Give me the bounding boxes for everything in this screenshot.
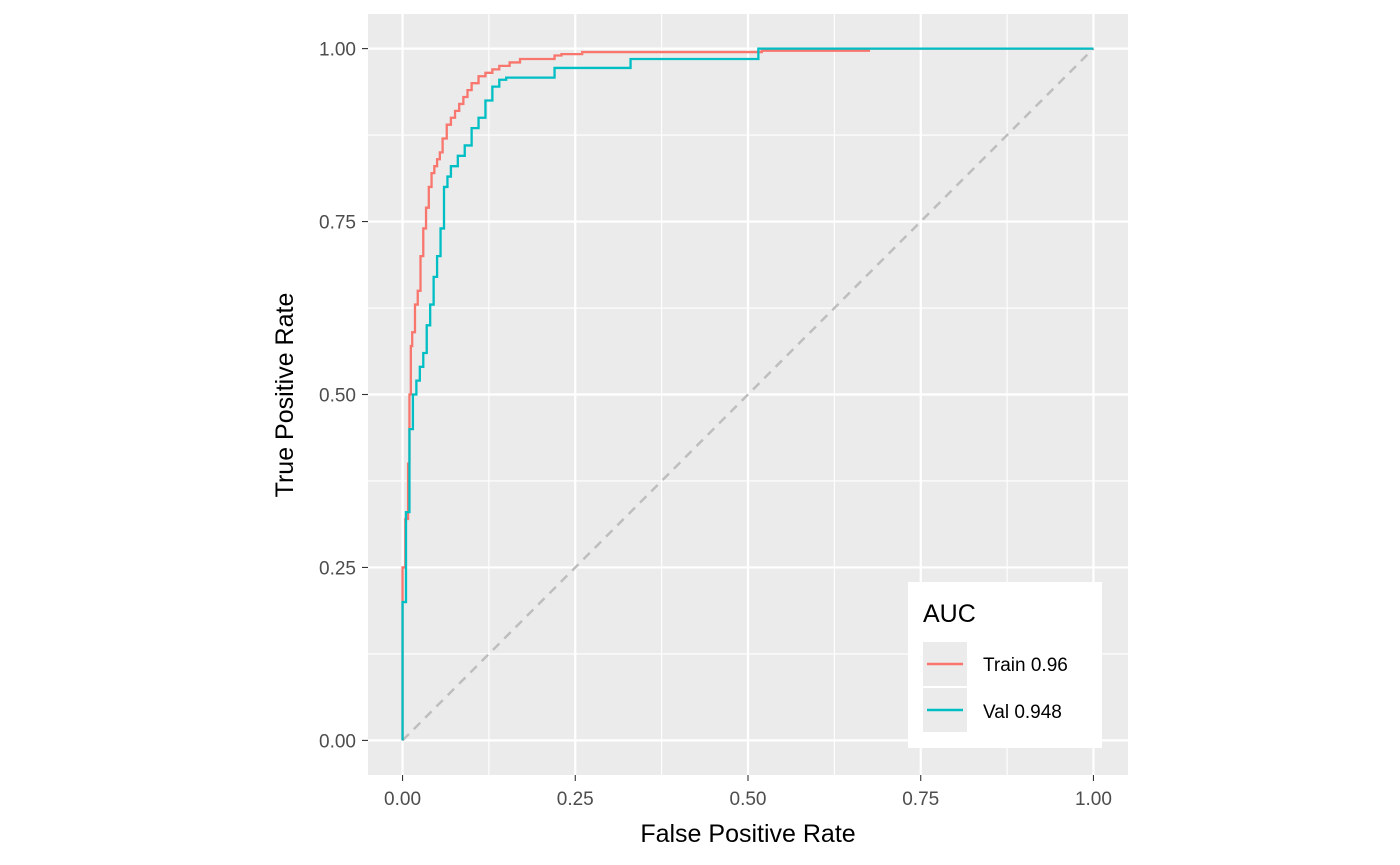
- y-tick-label: 0.50: [319, 386, 356, 407]
- x-tick-label: 0.00: [384, 789, 421, 810]
- legend-label-val: Val 0.948: [983, 702, 1062, 723]
- series-line-val: [401, 47, 1094, 741]
- y-axis-title: True Positive Rate: [271, 293, 299, 498]
- y-tick-label: 1.00: [319, 40, 356, 61]
- y-tick-label: 0.25: [319, 558, 356, 579]
- legend-label-train: Train 0.96: [983, 655, 1068, 676]
- series-line-train: [401, 47, 1094, 741]
- y-tick-label: 0.00: [319, 731, 356, 752]
- x-tick-label: 0.25: [557, 789, 594, 810]
- x-tick-label: 0.50: [730, 789, 767, 810]
- diagonal-reference-line: [401, 47, 1095, 742]
- y-axis-ticks: 0.00 0.25 0.50 0.75 1.00: [319, 40, 368, 752]
- x-axis-ticks: 0.00 0.25 0.50 0.75 1.00: [384, 775, 1112, 810]
- y-tick-label: 0.75: [319, 213, 356, 234]
- legend: AUC Train 0.96 Val 0.948: [908, 582, 1102, 748]
- legend-title: AUC: [923, 600, 976, 628]
- x-tick-label: 1.00: [1075, 789, 1112, 810]
- x-tick-label: 0.75: [902, 789, 939, 810]
- x-axis-title: False Positive Rate: [640, 820, 855, 848]
- series-layer: [401, 47, 1094, 741]
